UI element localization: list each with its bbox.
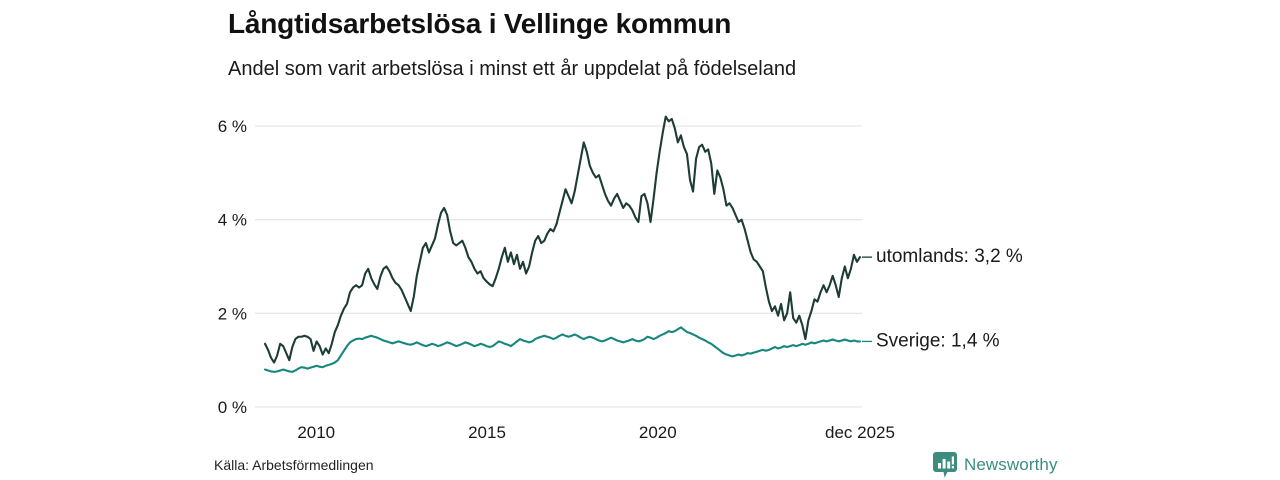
newsworthy-logo: Newsworthy	[933, 452, 1058, 478]
series-line-sverige	[263, 326, 862, 373]
series-end-label-utomlands: utomlands: 3,2 %	[876, 246, 1023, 267]
series-end-label-sverige: Sverige: 1,4 %	[876, 330, 1000, 351]
gridlines	[255, 125, 862, 408]
page-subtitle: Andel som varit arbetslösa i minst ett å…	[228, 58, 797, 80]
y-axis-tick-label: 6 %	[218, 117, 247, 136]
page-title: Långtidsarbetslösa i Vellinge kommun	[228, 8, 732, 39]
y-axis-labels: 0 % 2 % 4 % 6 %	[218, 117, 247, 417]
newsworthy-logo-text: Newsworthy	[964, 455, 1058, 474]
series-line-utomlands	[263, 115, 862, 364]
x-axis-tick-label: 2010	[297, 423, 335, 442]
series-end-labels: utomlands: 3,2 % Sverige: 1,4 %	[876, 246, 1023, 351]
x-axis-labels: 2010 2015 2020 dec 2025	[297, 423, 895, 442]
x-axis-tick-label: 2020	[639, 423, 677, 442]
y-axis-tick-label: 0 %	[218, 398, 247, 417]
series-lines	[263, 115, 872, 373]
y-axis-tick-label: 2 %	[218, 304, 247, 323]
newsworthy-bubble-icon	[933, 452, 957, 478]
source-note: Källa: Arbetsförmedlingen	[214, 457, 374, 473]
x-axis-tick-label: dec 2025	[825, 423, 895, 442]
y-axis-tick-label: 4 %	[218, 211, 247, 230]
x-axis-tick-label: 2015	[468, 423, 506, 442]
